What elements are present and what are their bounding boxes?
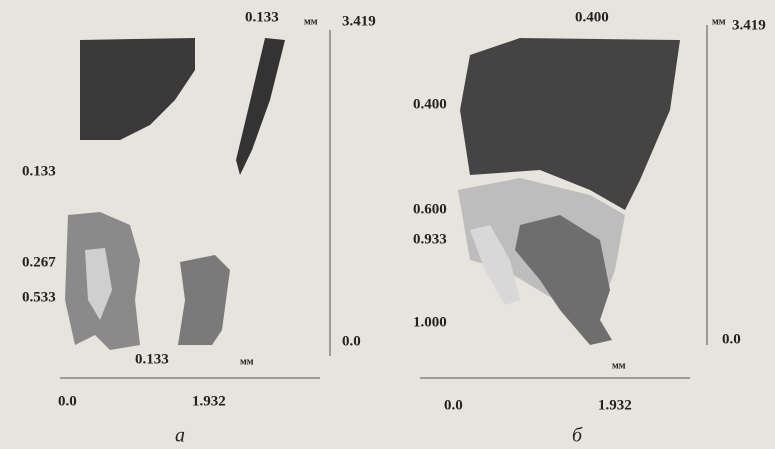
contour-label: 0.133 bbox=[135, 351, 169, 367]
contour-label: 0.133 bbox=[245, 9, 279, 25]
y-min-label: 0.0 bbox=[342, 333, 361, 349]
contour-label: 0.400 bbox=[575, 9, 609, 25]
contour-label: 0.400 bbox=[413, 96, 447, 112]
caption: а bbox=[175, 425, 185, 447]
x-max-label: 1.932 bbox=[192, 393, 226, 409]
x-min-label: 0.0 bbox=[58, 393, 77, 409]
y-min-label: 0.0 bbox=[722, 331, 741, 347]
contour-label: 0.267 bbox=[22, 254, 56, 270]
figure: 0.133 0.133 0.267 0.533 0.133 мм мм 3.41… bbox=[0, 0, 775, 449]
contour-label: 0.933 bbox=[413, 231, 447, 247]
x-min-label: 0.0 bbox=[444, 397, 463, 413]
panel-a-map bbox=[60, 30, 330, 378]
unit-label: мм bbox=[240, 356, 254, 367]
caption: б bbox=[572, 425, 583, 447]
panel-b-map bbox=[420, 25, 707, 378]
unit-label: мм bbox=[304, 16, 318, 27]
contour-label: 0.533 bbox=[22, 289, 56, 305]
y-max-label: 3.419 bbox=[732, 17, 766, 33]
y-max-label: 3.419 bbox=[342, 13, 376, 29]
x-max-label: 1.932 bbox=[598, 397, 632, 413]
contour-label: 1.000 bbox=[413, 314, 447, 330]
contour-label: 0.600 bbox=[413, 201, 447, 217]
contour-label: 0.133 bbox=[22, 163, 56, 179]
unit-label: мм bbox=[712, 16, 726, 27]
unit-label: мм bbox=[612, 360, 626, 371]
